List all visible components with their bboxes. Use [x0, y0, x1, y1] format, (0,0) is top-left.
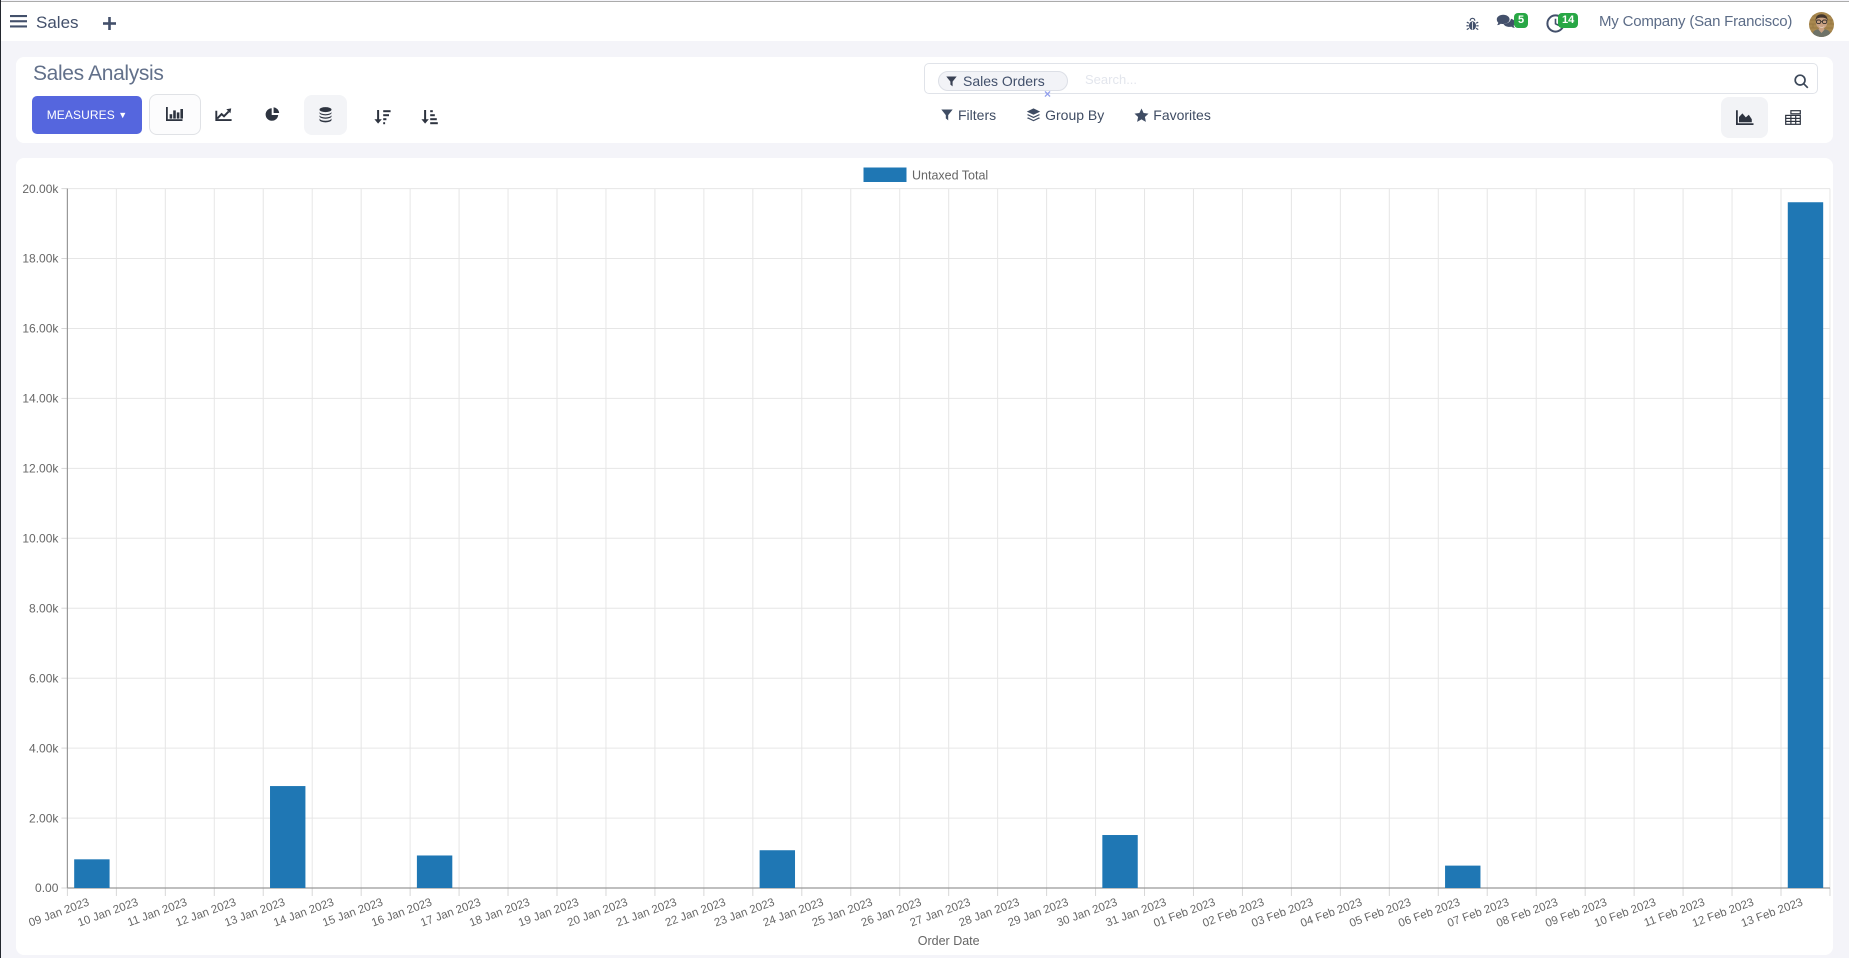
- svg-text:16.00k: 16.00k: [22, 322, 59, 336]
- svg-text:12.00k: 12.00k: [22, 462, 59, 476]
- svg-text:Order Date: Order Date: [918, 934, 980, 948]
- svg-text:18.00k: 18.00k: [22, 252, 59, 266]
- svg-text:14.00k: 14.00k: [22, 392, 59, 406]
- svg-text:Untaxed Total: Untaxed Total: [912, 169, 988, 183]
- svg-text:6.00k: 6.00k: [29, 671, 59, 685]
- svg-text:8.00k: 8.00k: [29, 601, 59, 615]
- svg-text:20.00k: 20.00k: [22, 182, 59, 196]
- svg-text:2.00k: 2.00k: [29, 811, 59, 825]
- svg-text:4.00k: 4.00k: [29, 741, 59, 755]
- svg-text:10.00k: 10.00k: [22, 532, 59, 546]
- svg-text:0.00: 0.00: [35, 881, 59, 895]
